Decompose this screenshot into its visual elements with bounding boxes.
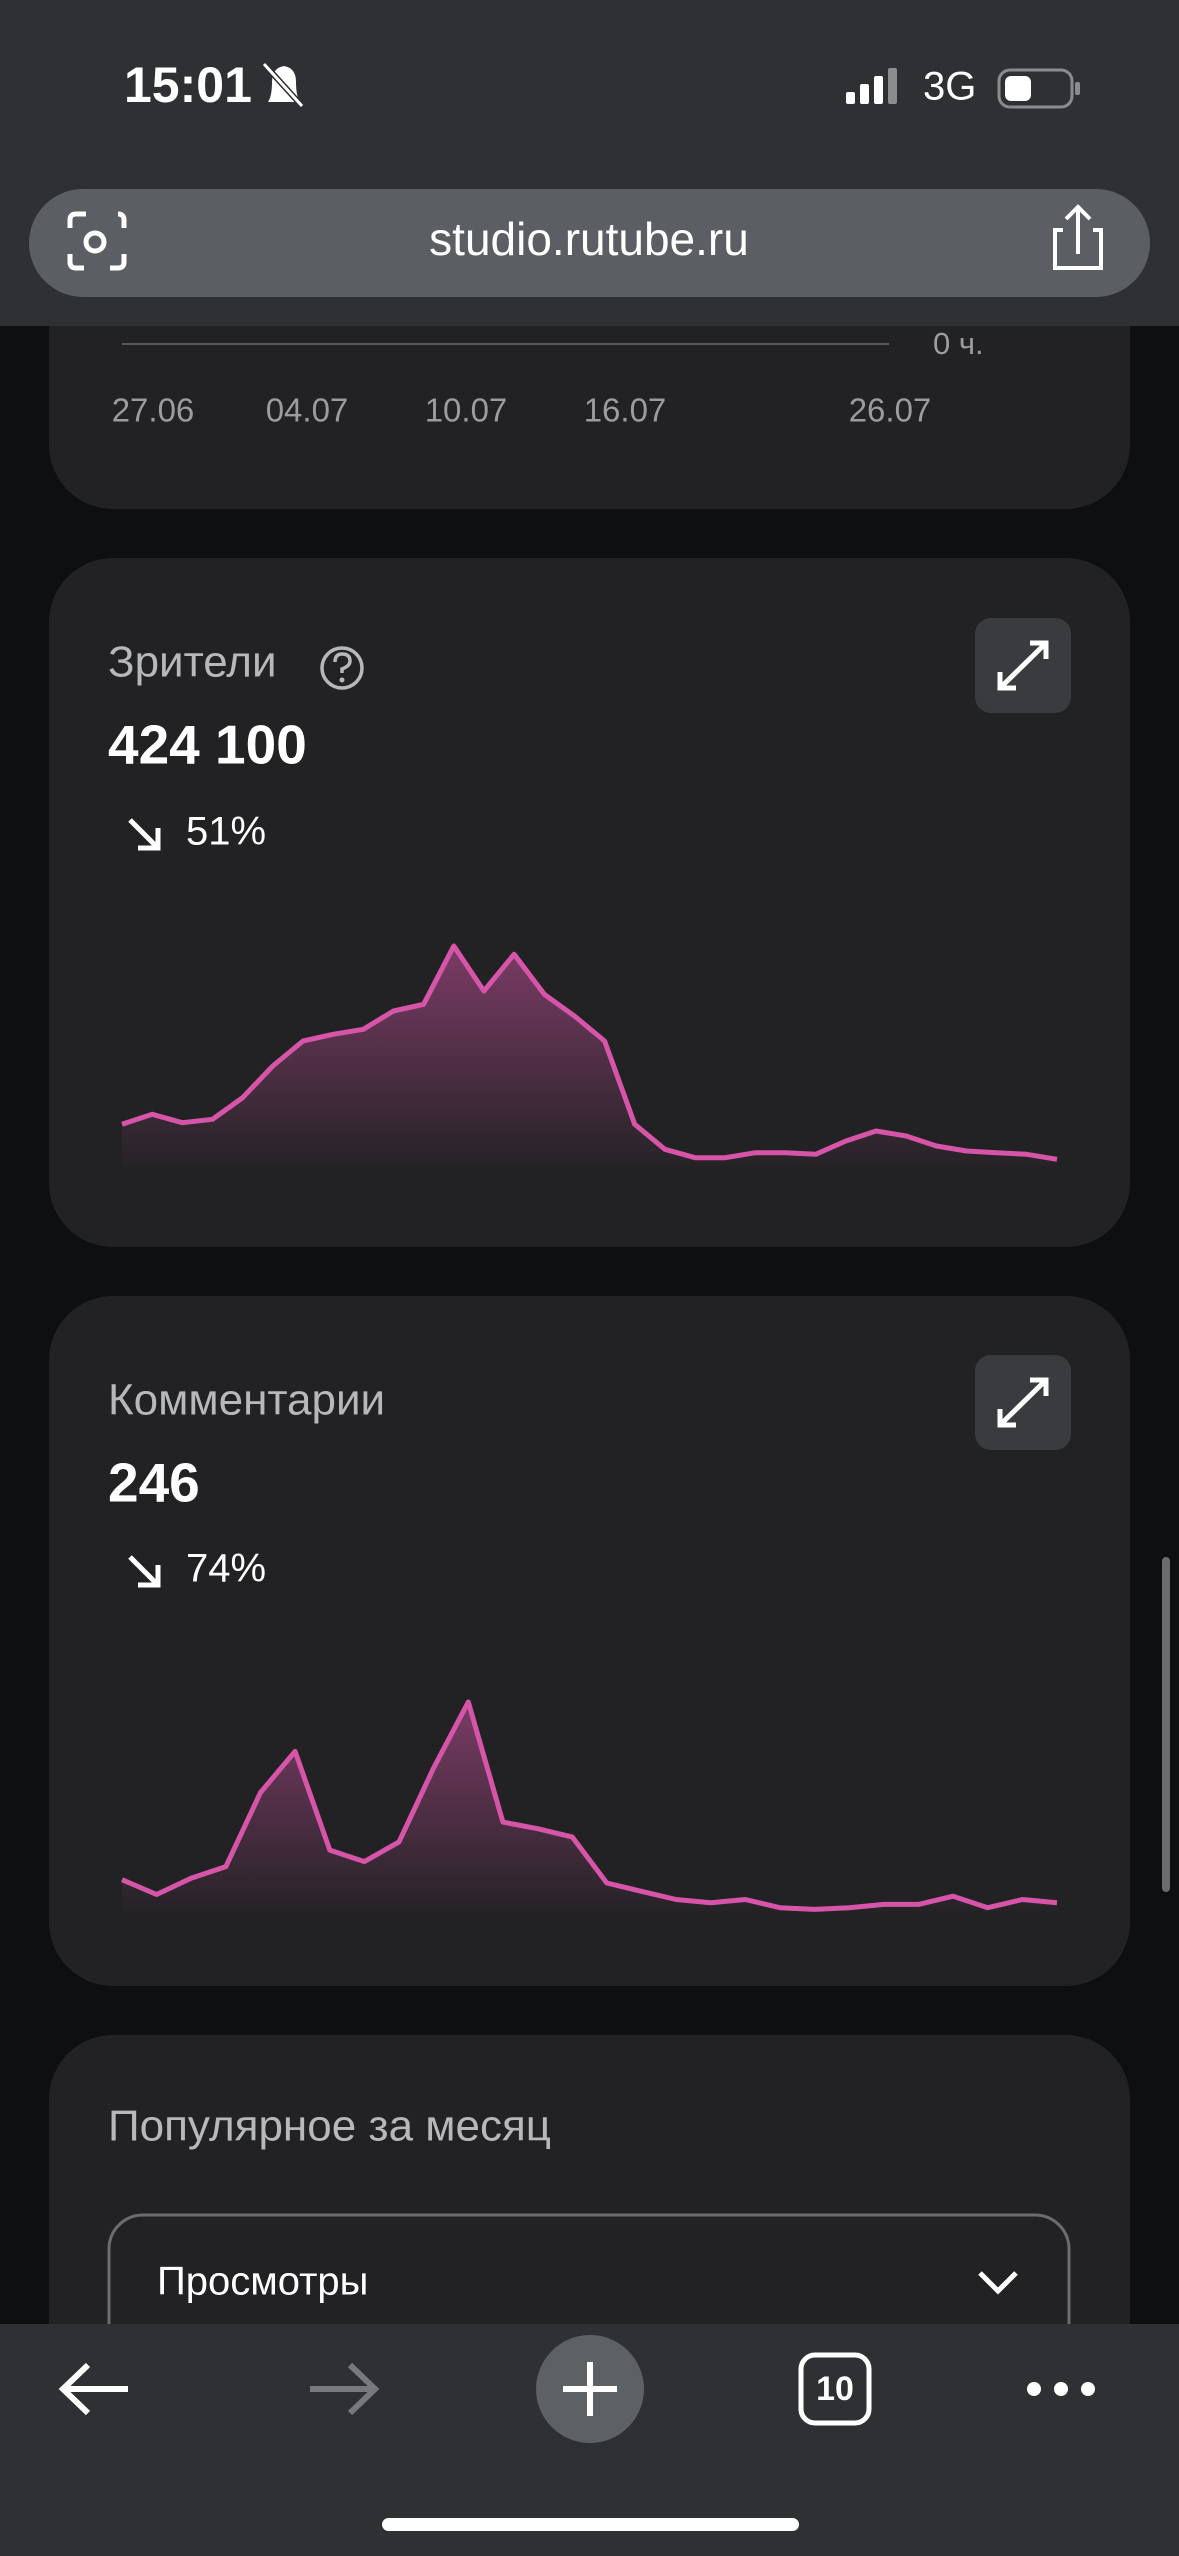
- total-value: 424 100: [108, 714, 307, 776]
- down-arrow-icon: [128, 1555, 161, 1588]
- area-fill: [122, 946, 1057, 1166]
- expand-button[interactable]: [975, 1355, 1071, 1450]
- new-tab-button[interactable]: [536, 2335, 644, 2443]
- date-label: 04.07: [266, 392, 349, 429]
- card-title: Зрители: [108, 638, 277, 687]
- tabs-button[interactable]: [798, 2352, 872, 2426]
- change-value: 74%: [186, 1547, 266, 1591]
- dropdown-label[interactable]: Просмотры: [157, 2260, 368, 2304]
- change-value: 51%: [186, 810, 266, 854]
- help-icon[interactable]: [320, 646, 364, 690]
- more-button[interactable]: [1027, 2382, 1095, 2396]
- scrollbar: [1162, 1557, 1170, 1892]
- date-label: 16.07: [584, 392, 667, 429]
- address-bar[interactable]: [29, 189, 1150, 297]
- line: [121, 943, 1058, 1162]
- total-value: 246: [108, 1452, 200, 1514]
- signal-icon: [846, 68, 897, 104]
- date-label: 27.06: [112, 392, 195, 429]
- card-title: Комментарии: [108, 1376, 385, 1425]
- forward-button[interactable]: [310, 2362, 380, 2416]
- network-label: 3G: [923, 65, 976, 109]
- expand-button[interactable]: [975, 618, 1071, 713]
- line: [121, 1699, 1058, 1912]
- down-arrow-icon: [128, 818, 161, 851]
- home-indicator: [382, 2518, 799, 2531]
- chevron-icon[interactable]: [978, 2271, 1018, 2295]
- clock: 15:01: [124, 57, 252, 113]
- tab-count[interactable]: 10: [816, 2370, 854, 2408]
- card-title: Популярное за месяц: [108, 2102, 551, 2151]
- lens-icon[interactable]: [67, 211, 127, 271]
- battery-icon: [997, 68, 1080, 109]
- url[interactable]: studio.rutube.ru: [429, 213, 749, 265]
- axis-label: 0 ч.: [933, 326, 984, 361]
- mute-icon: [261, 61, 305, 109]
- date-label: 10.07: [425, 392, 508, 429]
- date-label: 26.07: [849, 392, 932, 429]
- back-button[interactable]: [58, 2362, 128, 2416]
- share-icon[interactable]: [1053, 204, 1103, 270]
